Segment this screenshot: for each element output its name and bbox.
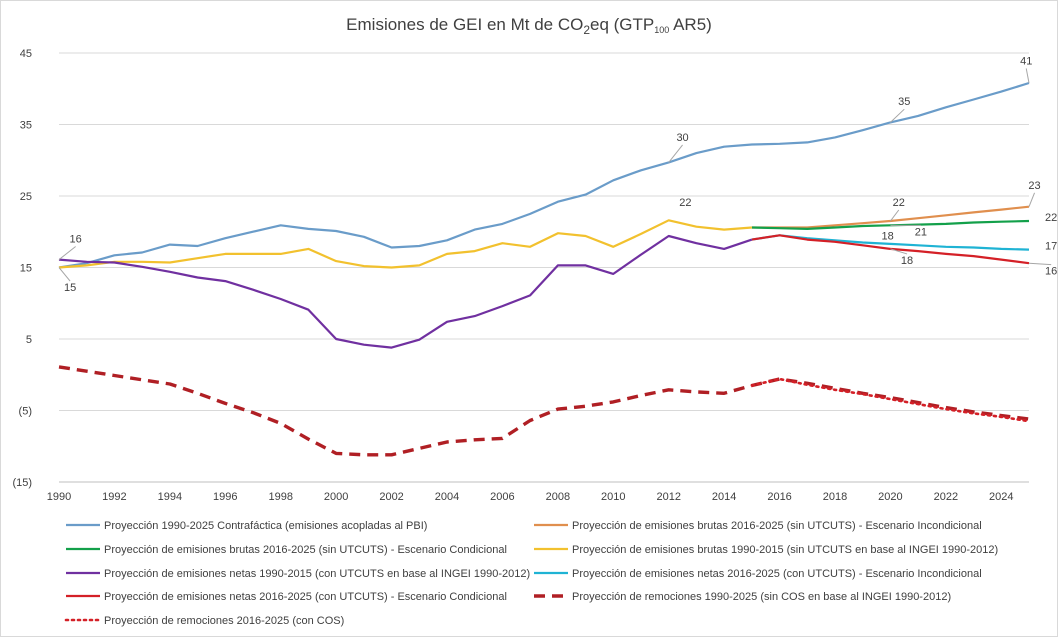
legend-label: Proyección de remociones 1990-2025 (sin …	[572, 591, 951, 603]
data-label: 35	[898, 96, 910, 108]
x-tick-label: 1992	[102, 491, 126, 503]
legend-label: Proyección de remociones 2016-2025 (con …	[104, 615, 344, 627]
data-labels: 16 15 30 22 35 41 22 23 21 22 18 17 18 16	[58, 55, 1057, 294]
x-tick-label: 2024	[989, 491, 1013, 503]
y-tick-label: 45	[20, 48, 32, 60]
data-label-leader	[58, 246, 76, 261]
data-label: 23	[1028, 180, 1040, 192]
y-tick-label: 35	[20, 120, 32, 132]
x-tick-label: 2022	[934, 491, 958, 503]
series-lines	[58, 81, 1031, 457]
data-label-leader	[890, 248, 908, 255]
series-line-1	[58, 81, 1030, 269]
y-tick-label: 5	[26, 334, 32, 346]
data-label: 41	[1020, 55, 1032, 67]
legend-label: Proyección de emisiones brutas 2016-2025…	[104, 544, 507, 556]
y-tick-label: 15	[20, 263, 32, 275]
x-tick-label: 2020	[878, 491, 902, 503]
legend: Proyección 1990-2025 Contrafáctica (emis…	[64, 520, 998, 627]
series-line-5	[58, 234, 753, 349]
data-label-leader	[58, 267, 71, 282]
x-tick-label: 2002	[379, 491, 403, 503]
y-tick-label: (5)	[19, 406, 32, 418]
series-line-4	[58, 219, 752, 269]
legend-label: Proyección de emisiones netas 1990-2015 …	[104, 568, 530, 580]
x-tick-label: 2010	[601, 491, 625, 503]
y-tick-label: 25	[20, 191, 32, 203]
data-label-leader	[890, 108, 905, 123]
data-label: 22	[679, 197, 691, 209]
data-label-leader	[1025, 68, 1030, 84]
legend-label: Proyección de emisiones brutas 2016-2025…	[572, 520, 982, 532]
data-label-leader	[1028, 192, 1036, 207]
data-label: 16	[1045, 266, 1057, 278]
series-line-9	[750, 377, 1031, 423]
x-axis-tick-labels: 1990 1992 1994 1996 1998 2000 2002 2004 2006 2008…	[47, 491, 1014, 503]
data-label: 22	[893, 197, 905, 209]
data-label: 18	[882, 231, 894, 243]
series-line-8	[58, 365, 1030, 457]
data-label: 21	[915, 226, 927, 238]
x-tick-label: 1996	[213, 491, 237, 503]
data-label: 30	[676, 132, 688, 144]
legend-label: Proyección de emisiones netas 2016-2025 …	[572, 568, 982, 580]
x-tick-label: 2014	[712, 491, 736, 503]
x-tick-label: 2008	[546, 491, 570, 503]
data-label-leader	[890, 209, 900, 222]
x-tick-label: 1998	[268, 491, 292, 503]
x-tick-label: 2004	[435, 491, 459, 503]
x-tick-label: 1994	[158, 491, 182, 503]
data-label-leader	[1028, 262, 1052, 266]
data-label: 17	[1045, 241, 1057, 253]
legend-label: Proyección 1990-2025 Contrafáctica (emis…	[104, 520, 427, 532]
x-tick-label: 2012	[656, 491, 680, 503]
series-line-3	[751, 219, 1030, 230]
y-tick-label: (15)	[12, 477, 32, 489]
series-line-7	[751, 234, 1030, 265]
data-label: 22	[1045, 212, 1057, 224]
legend-label: Proyección de emisiones netas 2016-2025 …	[104, 591, 507, 603]
data-label: 15	[64, 282, 76, 294]
x-tick-label: 2018	[823, 491, 847, 503]
data-label: 16	[70, 233, 82, 245]
chart-title: Emisiones de GEI en Mt de CO2eq (GTP100 …	[346, 15, 712, 37]
y-axis-tick-labels: 45 35 25 15 5 (5) (15)	[12, 48, 32, 489]
gridlines	[59, 52, 1029, 483]
x-tick-label: 2000	[324, 491, 348, 503]
x-tick-label: 2006	[490, 491, 514, 503]
x-tick-label: 2016	[767, 491, 791, 503]
data-label: 18	[901, 255, 913, 267]
data-label-leader	[668, 144, 683, 163]
legend-label: Proyección de emisiones brutas 1990-2015…	[572, 544, 998, 556]
x-tick-label: 1990	[47, 491, 71, 503]
